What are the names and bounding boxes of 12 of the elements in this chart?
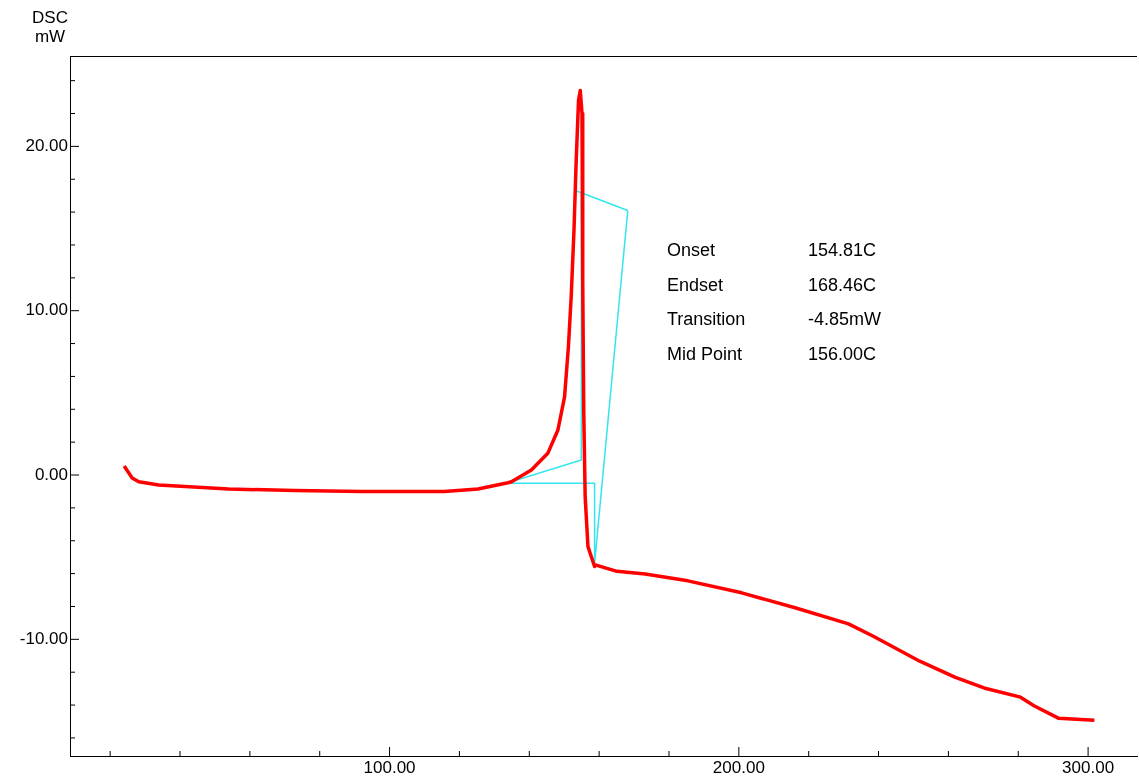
text: Onset 154.81C (667, 240, 877, 260)
y-tick-label: -10.00 (19, 629, 68, 649)
x-tick-label: 300.00 (1062, 757, 1115, 777)
y-tick-label: 0.00 (34, 464, 68, 484)
y-tick-label: 10.00 (25, 300, 68, 320)
x-tick-label: 100.00 (363, 757, 416, 777)
text: Mid Point 156.00C (667, 343, 877, 364)
x-tick-label: 200.00 (712, 757, 765, 777)
text: Endset 168.46C (667, 274, 877, 295)
y-tick-label: 20.00 (25, 136, 68, 156)
y-axis-title: DSC mW (31, 8, 69, 46)
text: Transition -4.85mW (667, 309, 882, 329)
